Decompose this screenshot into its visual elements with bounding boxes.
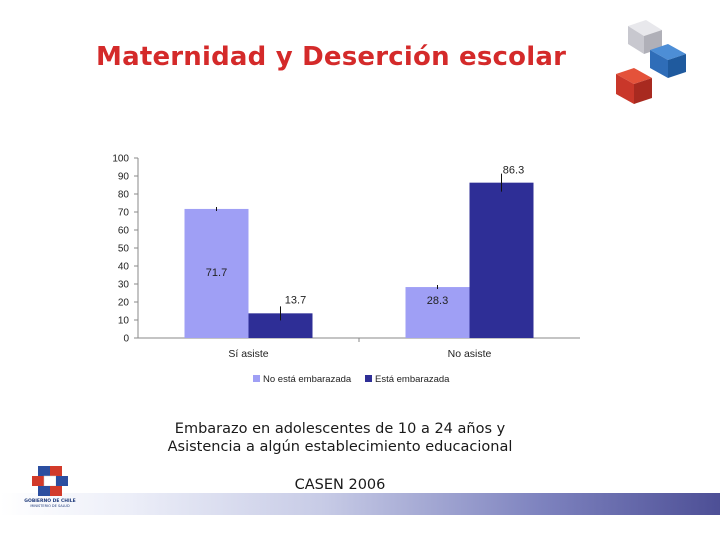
- y-tick-label: 40: [118, 262, 130, 273]
- y-tick-label: 70: [118, 208, 130, 219]
- legend-swatch: [253, 375, 260, 382]
- y-tick-label: 0: [123, 334, 129, 345]
- bar: [184, 208, 249, 338]
- logo-caption: GOBIERNO DE CHILE MINISTERIO DE SALUD: [22, 499, 78, 509]
- y-tick-label: 50: [118, 244, 130, 255]
- x-tick-label: Sí asiste: [228, 348, 268, 360]
- legend-label: Está embarazada: [375, 374, 450, 385]
- bar-chart: 0 10 20 30 40 50 60 70 80 90 100 Sí asiste 71.7 13.7 N…: [112, 154, 580, 385]
- data-label: 13.7: [285, 294, 306, 306]
- data-label: 28.3: [427, 295, 448, 307]
- cubes-logo-icon: [616, 20, 686, 104]
- data-label: 86.3: [503, 165, 524, 177]
- y-tick-label: 90: [118, 172, 130, 183]
- legend-swatch: [365, 375, 372, 382]
- y-tick-label: 10: [118, 316, 130, 327]
- caption-line-1: Embarazo en adolescentes de 10 a 24 años…: [174, 421, 506, 437]
- y-tick-label: 60: [118, 226, 130, 237]
- source-label: CASEN 2006: [294, 477, 386, 493]
- y-tick-label: 80: [118, 190, 130, 201]
- logo-line-2: MINISTERIO DE SALUD: [30, 504, 70, 508]
- bar: [469, 182, 534, 338]
- data-label: 71.7: [206, 267, 227, 279]
- footer-bar: [0, 493, 720, 515]
- y-tick-label: 100: [112, 154, 129, 165]
- gobierno-de-chile-logo-icon: [32, 466, 68, 496]
- x-tick-label: No asiste: [448, 348, 492, 360]
- caption-line-2: Asistencia a algún establecimiento educa…: [167, 439, 513, 455]
- bar: [405, 287, 470, 338]
- y-tick-label: 20: [118, 298, 130, 309]
- legend-label: No está embarazada: [263, 374, 352, 385]
- slide-title: Maternidad y Deserción escolar: [96, 42, 567, 72]
- logo-line-1: GOBIERNO DE CHILE: [24, 499, 76, 504]
- y-tick-label: 30: [118, 280, 130, 291]
